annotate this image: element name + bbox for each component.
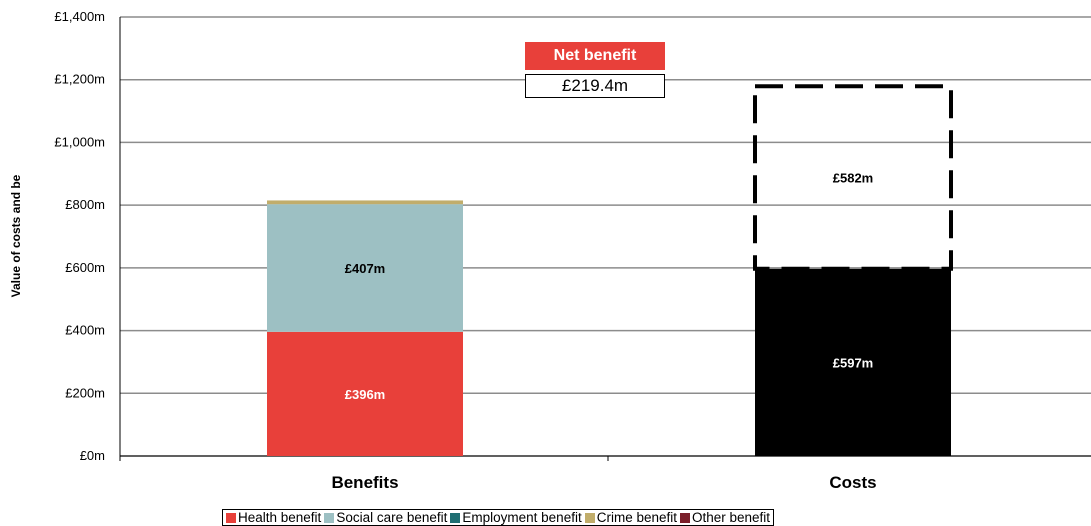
legend-swatch-other: [680, 512, 690, 523]
category-label: Benefits: [331, 473, 398, 492]
y-axis-title: Value of costs and be: [9, 174, 23, 297]
legend-label-health: Health benefit: [238, 510, 322, 525]
data-label: £597m: [833, 355, 873, 370]
net-benefit-value: £219.4m: [525, 74, 665, 98]
legend-label-social-care: Social care benefit: [336, 510, 448, 525]
y-tick-label: £1,400m: [54, 9, 105, 24]
legend-item-employment: Employment benefit: [450, 510, 582, 525]
data-label: £396m: [345, 387, 385, 402]
legend-label-crime: Crime benefit: [596, 510, 677, 525]
legend-label-other: Other benefit: [692, 510, 771, 525]
data-label: £407m: [345, 261, 385, 276]
legend-swatch-crime: [584, 512, 595, 523]
y-tick-label: £1,000m: [54, 134, 105, 149]
legend-swatch-social-care: [324, 512, 335, 523]
y-tick-label: £1,200m: [54, 72, 105, 87]
stacked-bar-chart: £0m £200m £400m £600m £800m £1,000m £1,200m £1,…: [9, 9, 1091, 492]
y-tick-label: £200m: [65, 385, 105, 400]
legend-item-other: Other benefit: [680, 510, 770, 525]
legend-item-crime: Crime benefit: [584, 510, 677, 525]
legend-item-health: Health benefit: [226, 510, 321, 525]
legend-swatch-health: [226, 512, 236, 523]
bar-segment: [267, 200, 463, 205]
legend-label-employment: Employment benefit: [462, 510, 582, 525]
data-label: £582m: [833, 171, 873, 186]
y-tick-label: £600m: [65, 260, 105, 275]
category-label: Costs: [829, 473, 876, 492]
net-benefit-title: Net benefit: [525, 42, 665, 70]
y-tick-label: £800m: [65, 197, 105, 212]
bar-segment: [753, 84, 953, 271]
chart-legend: Health benefit Social care benefit Emplo…: [222, 509, 775, 526]
legend-swatch-employment: [450, 512, 461, 523]
y-tick-label: £0m: [80, 448, 105, 463]
legend-item-social-care: Social care benefit: [324, 510, 447, 525]
y-tick-label: £400m: [65, 323, 105, 338]
bar-segment: [267, 204, 463, 332]
bar-segment: [755, 268, 951, 456]
bar-segment: [267, 331, 463, 456]
